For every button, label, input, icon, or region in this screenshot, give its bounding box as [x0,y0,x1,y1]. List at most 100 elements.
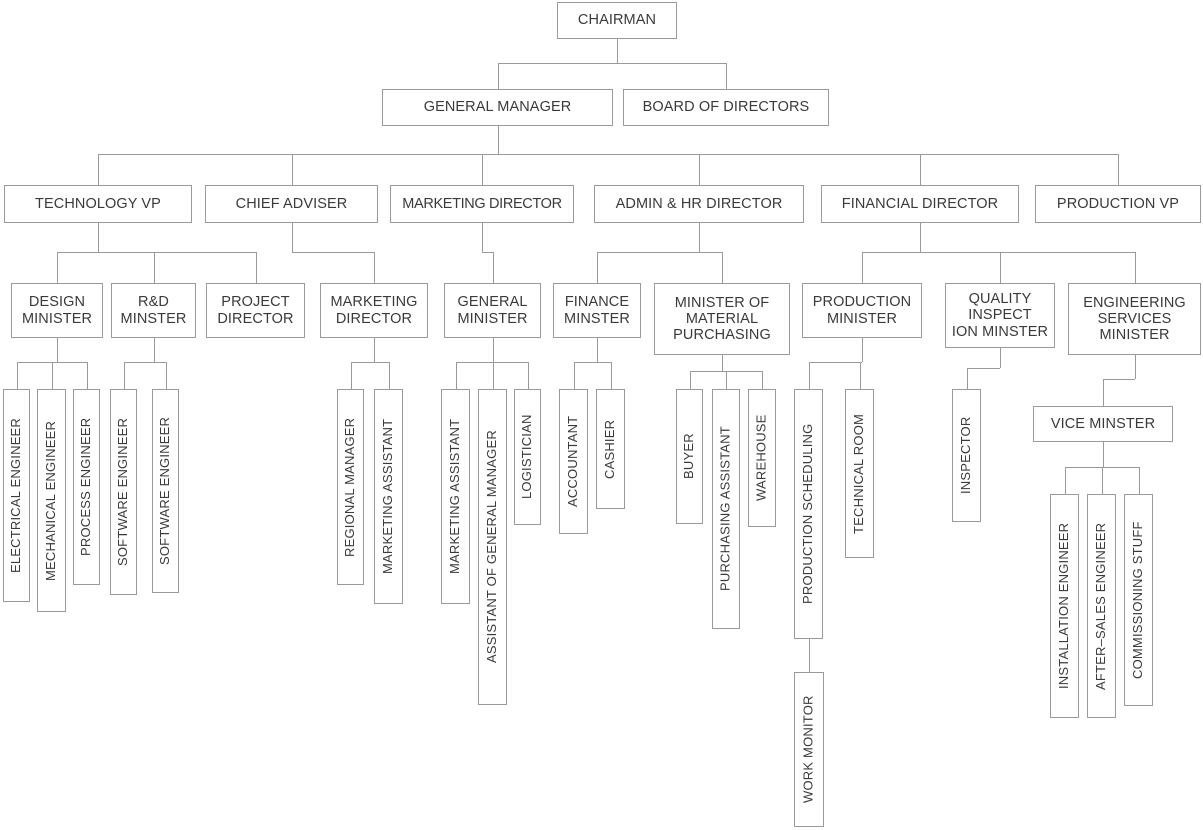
node-project-director[interactable]: PROJECT DIRECTOR [206,283,305,338]
node-label: PRODUCTION SCHEDULING [800,423,816,605]
node-installation-engineer[interactable]: INSTALLATION ENGINEER [1050,494,1079,718]
node-quality-inspection-minster[interactable]: QUALITY INSPECT ION MINSTER [945,283,1055,348]
connector-vertical [87,362,88,389]
connector-horizontal [16,362,87,363]
node-label: SOFTWARE ENGINEER [115,417,131,567]
node-work-monitor[interactable]: WORK MONITOR [794,672,824,827]
node-technology-vp[interactable]: TECHNOLOGY VP [4,185,192,223]
node-marketing-director-top[interactable]: MARKETING DIRECTOR [390,185,574,223]
connector-vertical [1118,154,1119,185]
connector-vertical [292,223,293,252]
connector-vertical [1135,252,1136,283]
connector-vertical [482,154,483,185]
connector-vertical [809,362,810,389]
node-label: COMMISSIONING STUFF [1130,521,1146,679]
node-label: TECHNICAL ROOM [851,413,867,534]
node-engineering-services-minister[interactable]: ENGINEERING SERVICES MINISTER [1068,283,1201,355]
connector-vertical [374,338,375,362]
connector-vertical [617,39,618,63]
connector-vertical [166,362,167,389]
connector-vertical [528,362,529,389]
connector-vertical [1103,442,1104,467]
node-design-minister[interactable]: DESIGN MINISTER [11,283,103,338]
connector-vertical [726,371,727,389]
node-label: MARKETING ASSISTANT [380,418,396,575]
node-label: BUYER [681,433,697,480]
connector-vertical [351,362,352,389]
node-purchasing-assistant[interactable]: PURCHASING ASSISTANT [712,389,740,629]
connector-horizontal [573,362,611,363]
node-label: PROCESS ENGINEER [78,417,94,557]
node-marketing-assistant-1[interactable]: MARKETING ASSISTANT [374,389,403,604]
node-regional-manager[interactable]: REGIONAL MANAGER [337,389,364,585]
node-commissioning-stuff[interactable]: COMMISSIONING STUFF [1124,494,1153,706]
node-warehouse[interactable]: WAREHOUSE [748,389,776,527]
connector-vertical [809,639,810,672]
connector-vertical [1135,355,1136,379]
connector-vertical [493,252,494,283]
node-label: LOGISTICIAN [519,414,535,500]
connector-vertical [574,362,575,389]
connector-horizontal [1064,467,1139,468]
node-electrical-engineer[interactable]: ELECTRICAL ENGINEER [3,389,30,602]
node-chairman[interactable]: CHAIRMAN [557,2,677,39]
connector-vertical [762,371,763,389]
node-buyer[interactable]: BUYER [676,389,703,524]
node-production-minister[interactable]: PRODUCTION MINISTER [802,283,922,338]
node-admin-hr-director[interactable]: ADMIN & HR DIRECTOR [594,185,804,223]
connector-vertical [1139,467,1140,494]
connector-vertical [57,252,58,283]
node-software-engineer-1[interactable]: SOFTWARE ENGINEER [110,389,137,595]
node-marketing-assistant-2[interactable]: MARKETING ASSISTANT [441,389,470,604]
connector-horizontal [123,362,166,363]
node-board-of-directors[interactable]: BOARD OF DIRECTORS [623,89,829,126]
connector-vertical [493,338,494,362]
connector-horizontal [808,362,862,363]
node-label: ELECTRICAL ENGINEER [8,417,24,574]
node-chief-adviser[interactable]: CHIEF ADVISER [205,185,378,223]
node-financial-director[interactable]: FINANCIAL DIRECTOR [821,185,1019,223]
node-minister-material-purchasing[interactable]: MINISTER OF MATERIAL PURCHASING [654,283,790,355]
node-marketing-director-sub[interactable]: MARKETING DIRECTOR [320,283,428,338]
connector-vertical [482,223,483,252]
node-technical-room[interactable]: TECHNICAL ROOM [845,389,874,558]
connector-vertical [967,368,968,389]
connector-vertical [52,362,53,389]
connector-vertical [860,362,861,389]
node-logistician[interactable]: LOGISTICIAN [514,389,541,525]
connector-vertical [699,154,700,185]
connector-vertical [493,362,494,389]
node-production-scheduling[interactable]: PRODUCTION SCHEDULING [794,389,823,639]
node-finance-minster[interactable]: FINANCE MINSTER [553,283,641,338]
connector-vertical [699,223,700,252]
node-label: INSPECTOR [958,416,974,495]
connector-horizontal [966,368,1000,369]
node-label: ASSISTANT OF GENERAL MANAGER [484,430,500,664]
connector-vertical [154,338,155,362]
node-vice-minster[interactable]: VICE MINSTER [1033,406,1173,442]
node-inspector[interactable]: INSPECTOR [952,389,981,522]
connector-vertical [862,252,863,283]
connector-horizontal [291,252,374,253]
connector-horizontal [689,371,762,372]
node-rd-minster[interactable]: R&D MINSTER [111,283,196,338]
node-accountant[interactable]: ACCOUNTANT [559,389,588,534]
node-cashier[interactable]: CASHIER [596,389,625,509]
node-process-engineer[interactable]: PROCESS ENGINEER [73,389,100,585]
node-after-sales-engineer[interactable]: AFTER–SALES ENGINEER [1087,494,1116,718]
node-assistant-of-general-manager[interactable]: ASSISTANT OF GENERAL MANAGER [478,389,507,705]
connector-vertical [498,63,499,89]
node-general-manager[interactable]: GENERAL MANAGER [382,89,613,126]
node-production-vp[interactable]: PRODUCTION VP [1035,185,1201,223]
node-mechanical-engineer[interactable]: MECHANICAL ENGINEER [37,389,66,612]
node-label: CASHIER [602,419,618,479]
connector-vertical [862,338,863,362]
connector-vertical [726,63,727,89]
connector-vertical [611,362,612,389]
connector-vertical [57,338,58,362]
node-general-minister[interactable]: GENERAL MINISTER [444,283,541,338]
connector-horizontal [1103,379,1135,380]
node-software-engineer-2[interactable]: SOFTWARE ENGINEER [152,389,179,593]
connector-vertical [374,252,375,283]
